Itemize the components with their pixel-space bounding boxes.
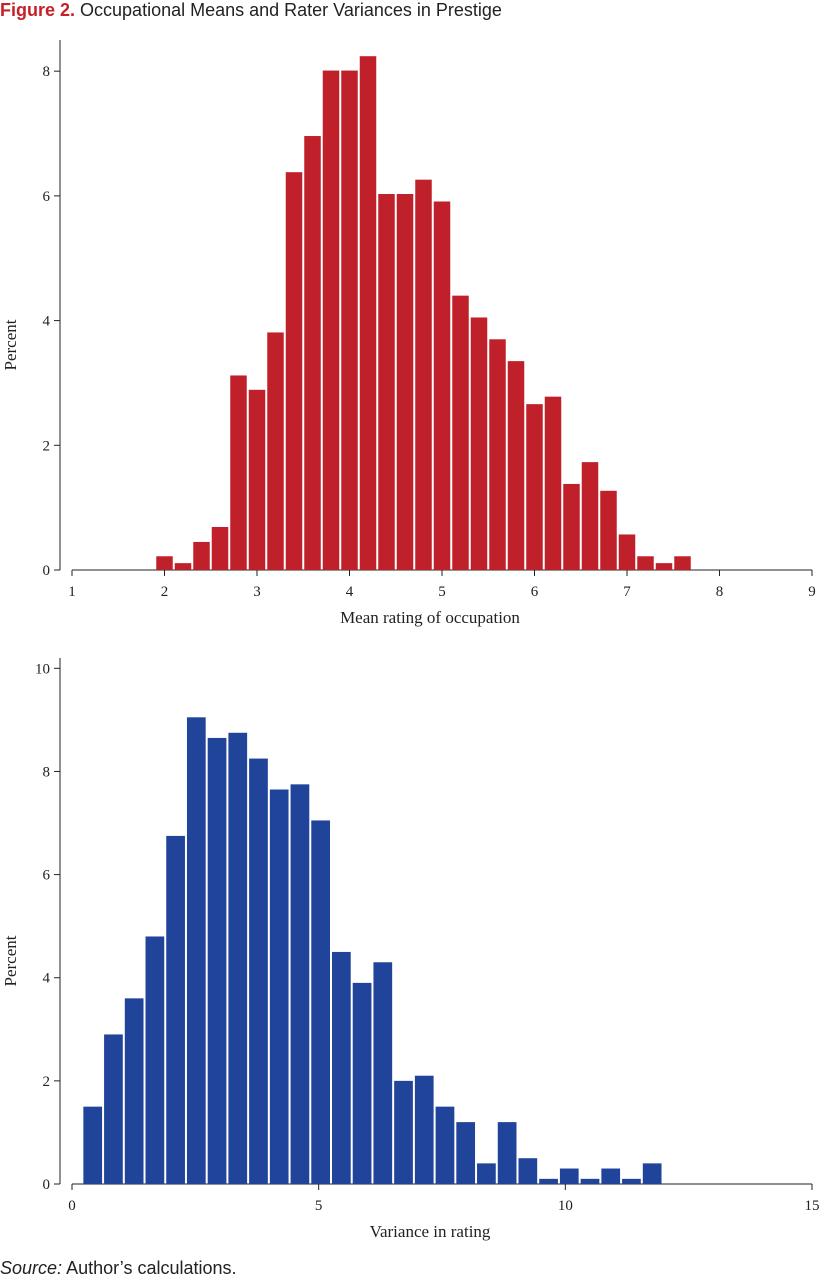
- x-tick-label: 3: [253, 584, 261, 600]
- x-tick-label: 1: [68, 584, 76, 600]
- bar: [230, 375, 247, 570]
- y-tick-label: 4: [43, 971, 51, 987]
- bar: [477, 1163, 496, 1184]
- bar: [637, 556, 654, 570]
- bar: [539, 1178, 558, 1184]
- bar: [600, 490, 617, 570]
- y-tick-label: 0: [43, 563, 51, 579]
- bar: [544, 396, 562, 570]
- bar: [166, 835, 185, 1184]
- bar: [559, 1168, 579, 1184]
- x-tick-label: 5: [438, 584, 446, 600]
- source-text: Author’s calculations.: [66, 1258, 237, 1278]
- bar: [186, 717, 206, 1184]
- bar: [580, 1178, 600, 1184]
- chart-mean-rating: 0 2 4 6 8 1 2 3 4 5 6 7 8 9 Mean rating of occupation P…: [1, 40, 816, 627]
- bar: [156, 556, 173, 570]
- bar: [415, 179, 432, 571]
- bar: [332, 951, 351, 1184]
- bar: [497, 1122, 517, 1184]
- bar: [104, 1034, 123, 1184]
- bar: [526, 404, 543, 570]
- x-tick-label: 15: [805, 1198, 820, 1214]
- bar: [507, 361, 525, 570]
- bar: [249, 758, 268, 1184]
- bar: [304, 136, 321, 570]
- y-axis-title: Percent: [1, 935, 20, 986]
- bar: [618, 534, 636, 570]
- bar: [207, 737, 227, 1184]
- x-tick-label: 7: [623, 584, 631, 600]
- figure-title-text: Occupational Means and Rater Variances i…: [80, 0, 502, 20]
- bar: [674, 556, 691, 570]
- bar: [601, 1168, 621, 1184]
- bar: [267, 332, 284, 570]
- bar: [290, 784, 310, 1184]
- x-tick-label: 10: [558, 1198, 573, 1214]
- chart-variance-rating: 0 2 4 6 8 10 0 5 10 15 Variance in rating Percent: [1, 658, 820, 1241]
- bar: [433, 201, 451, 571]
- x-tick-label: 0: [68, 1198, 76, 1214]
- bar: [124, 998, 144, 1184]
- bar: [248, 389, 266, 570]
- y-tick-label: 6: [43, 189, 51, 205]
- bar: [352, 982, 372, 1184]
- bar: [396, 194, 414, 570]
- y-axis-title: Percent: [1, 319, 20, 370]
- bar: [378, 194, 395, 570]
- x-tick-label: 8: [716, 584, 724, 600]
- x-tick-label: 4: [346, 584, 354, 600]
- bar: [489, 339, 506, 570]
- bar: [456, 1122, 476, 1184]
- bar: [211, 526, 229, 570]
- bar: [414, 1075, 434, 1184]
- y-tick-label: 10: [35, 661, 50, 677]
- x-tick-label: 6: [531, 584, 539, 600]
- bar: [322, 70, 340, 571]
- bar: [193, 541, 210, 570]
- bar: [470, 317, 488, 570]
- y-tick-label: 6: [43, 868, 51, 884]
- bar: [285, 172, 303, 570]
- source-label: Source:: [0, 1258, 63, 1278]
- bar: [83, 1106, 103, 1184]
- bar: [145, 936, 165, 1184]
- bar: [452, 295, 469, 570]
- x-tick-label: 2: [161, 584, 169, 600]
- y-tick-label: 8: [43, 64, 51, 80]
- bar: [622, 1178, 641, 1184]
- bar: [311, 820, 330, 1184]
- figure-number: Figure 2.: [0, 0, 76, 20]
- bar: [518, 1158, 538, 1184]
- x-axis-title: Variance in rating: [370, 1222, 491, 1241]
- bar: [373, 962, 393, 1184]
- bar: [359, 56, 377, 570]
- bar: [563, 483, 580, 570]
- y-tick-label: 8: [43, 764, 51, 780]
- bar: [269, 789, 289, 1184]
- bar: [341, 70, 358, 571]
- bar: [642, 1163, 662, 1184]
- bar: [228, 732, 248, 1184]
- x-tick-label: 9: [808, 584, 816, 600]
- bar: [581, 462, 599, 570]
- figure-title: Figure 2. Occupational Means and Rater V…: [0, 0, 502, 24]
- x-axis-title: Mean rating of occupation: [340, 608, 520, 627]
- y-tick-label: 4: [43, 314, 51, 330]
- bar: [655, 563, 673, 570]
- y-tick-label: 2: [43, 1074, 51, 1090]
- source-note: Source: Author’s calculations.: [0, 1256, 237, 1280]
- bar: [435, 1106, 455, 1184]
- y-tick-label: 2: [43, 438, 51, 454]
- x-tick-label: 5: [315, 1198, 323, 1214]
- bar: [174, 563, 192, 570]
- y-tick-label: 0: [43, 1177, 51, 1193]
- bar: [394, 1080, 413, 1184]
